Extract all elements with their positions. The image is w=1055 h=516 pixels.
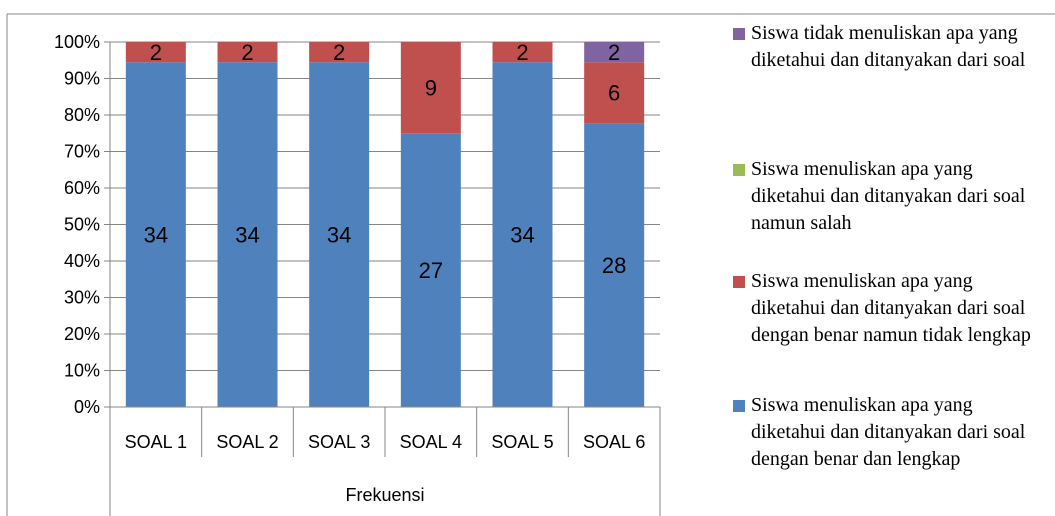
gridlines (110, 41, 660, 408)
data-label: 34 (144, 223, 168, 248)
data-label: 28 (602, 253, 626, 278)
axes: 0% 10% 20% 30% 40% 50% 60% 70% 80% 90% 100% SOAL 1 S… (6, 13, 1055, 516)
legend-swatch (733, 164, 745, 176)
bar-segment (400, 42, 461, 134)
legend-label: Siswa menuliskan apa yang diketahui dan … (751, 158, 1026, 234)
data-label: 2 (516, 40, 528, 65)
legend-label: Siswa tidak menuliskan apa yang diketahu… (751, 22, 1026, 71)
bar-segment (584, 42, 645, 63)
legend-item: Siswa tidak menuliskan apa yang diketahu… (733, 20, 1051, 74)
category-label: SOAL 3 (308, 432, 370, 452)
data-label: 6 (608, 81, 620, 106)
bar-segment (217, 62, 278, 408)
bars (125, 42, 645, 408)
y-tick-label: 80% (64, 105, 100, 125)
legend-label: Siswa menuliskan apa yang diketahui dan … (751, 270, 1031, 346)
y-tick-label: 90% (64, 69, 100, 89)
bar-segment (125, 62, 186, 408)
data-label: 2 (608, 40, 620, 65)
bar-segment (584, 123, 645, 407)
legend-item: Siswa menuliskan apa yang diketahui dan … (733, 392, 1051, 473)
legend-item: Siswa menuliskan apa yang diketahui dan … (733, 268, 1051, 349)
y-tick-label: 40% (64, 251, 100, 271)
group-label: Frekuensi (345, 485, 424, 505)
bar-segment (309, 62, 370, 408)
bar-segment (492, 62, 553, 408)
y-tick-label: 10% (64, 361, 100, 381)
bar-segment (217, 42, 278, 63)
y-tick-label: 100% (54, 32, 100, 52)
legend-swatch (733, 28, 745, 40)
data-labels: 34 2 34 2 34 2 27 9 34 2 28 6 2 (144, 40, 627, 283)
category-label: SOAL 5 (491, 432, 553, 452)
data-label: 34 (510, 223, 534, 248)
bar-segment (492, 42, 553, 63)
data-label: 34 (327, 223, 351, 248)
bar-segment (400, 133, 461, 407)
data-label: 2 (333, 40, 345, 65)
category-label: SOAL 2 (216, 432, 278, 452)
legend-swatch (733, 276, 745, 288)
data-label: 34 (235, 223, 259, 248)
data-label: 2 (241, 40, 253, 65)
y-tick-label: 60% (64, 178, 100, 198)
bar-segment (125, 42, 186, 63)
y-tick-label: 50% (64, 215, 100, 235)
legend-label: Siswa menuliskan apa yang diketahui dan … (751, 394, 1026, 470)
legend-swatch (733, 400, 745, 412)
bar-segment (309, 42, 370, 63)
category-label: SOAL 6 (583, 432, 645, 452)
y-tick-label: 20% (64, 324, 100, 344)
data-label: 27 (419, 258, 443, 283)
category-label: SOAL 4 (400, 432, 462, 452)
data-label: 2 (150, 40, 162, 65)
legend-item: Siswa menuliskan apa yang diketahui dan … (733, 156, 1051, 237)
y-tick-label: 70% (64, 142, 100, 162)
bar-segment (584, 62, 645, 124)
data-label: 9 (425, 76, 437, 101)
category-label: SOAL 1 (125, 432, 187, 452)
y-tick-label: 0% (74, 397, 100, 417)
y-tick-label: 30% (64, 288, 100, 308)
